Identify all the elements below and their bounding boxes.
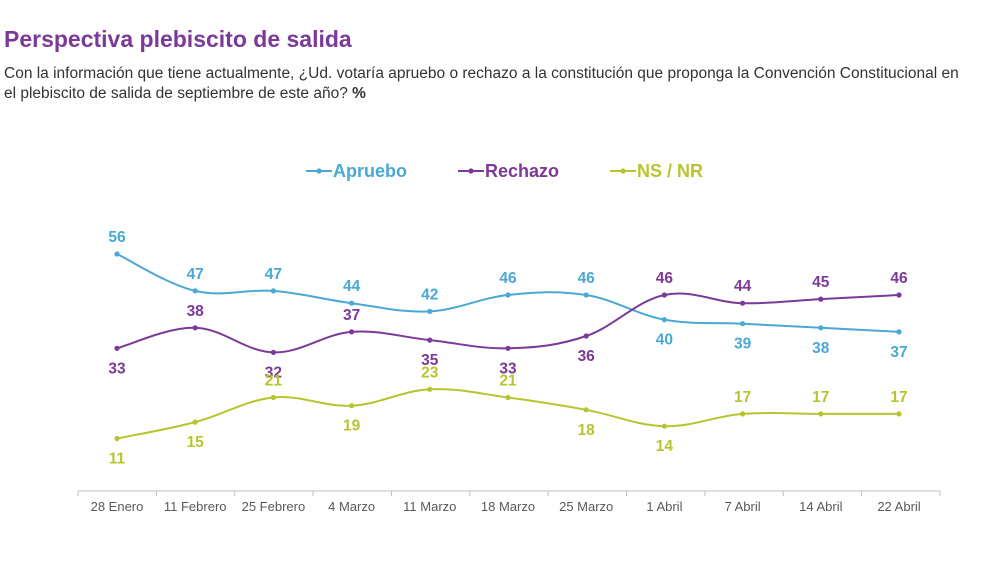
data-label-apruebo: 47 (265, 266, 282, 283)
data-label-rechazo: 46 (656, 270, 674, 287)
data-label-rechazo: 33 (108, 360, 126, 377)
data-label-apruebo: 39 (734, 336, 752, 353)
x-tick-label: 28 Enero (91, 499, 144, 514)
data-label-rechazo: 35 (421, 352, 439, 369)
data-point-rechazo (114, 345, 120, 351)
data-point-apruebo (505, 292, 511, 298)
x-tick-label: 4 Marzo (328, 499, 375, 514)
subtitle-text: Con la información que tiene actualmente… (4, 65, 959, 102)
data-point-rechazo (427, 337, 433, 343)
data-label-apruebo: 56 (108, 229, 126, 246)
data-label-apruebo: 44 (343, 278, 361, 295)
data-point-rechazo (349, 329, 355, 335)
data-label-rechazo: 38 (187, 303, 205, 320)
data-label-apruebo: 46 (578, 270, 596, 287)
x-tick-label: 25 Febrero (242, 499, 306, 514)
data-label-rechazo: 45 (812, 274, 830, 291)
data-label-ns-nr: 17 (812, 389, 829, 406)
legend-label-apruebo: Apruebo (333, 161, 407, 181)
x-tick-label: 18 Marzo (481, 499, 535, 514)
data-point-apruebo (740, 321, 746, 327)
data-label-ns-nr: 17 (734, 389, 751, 406)
data-point-ns-nr (349, 403, 355, 409)
data-label-ns-nr: 14 (656, 438, 674, 455)
data-point-rechazo (740, 300, 746, 306)
data-point-ns-nr (818, 411, 824, 417)
data-point-ns-nr (270, 394, 276, 401)
data-point-rechazo (505, 345, 511, 351)
data-label-ns-nr: 19 (343, 418, 361, 435)
data-point-ns-nr (583, 407, 589, 413)
data-point-apruebo (583, 292, 589, 298)
chart-subtitle: Con la información que tiene actualmente… (4, 64, 964, 104)
data-point-apruebo (270, 288, 276, 294)
data-point-apruebo (661, 317, 668, 323)
legend-marker-apruebo (316, 168, 322, 174)
data-label-apruebo: 47 (187, 266, 204, 283)
data-point-ns-nr (740, 411, 746, 417)
data-point-apruebo (896, 329, 902, 335)
data-label-rechazo: 37 (343, 307, 360, 324)
data-point-ns-nr (427, 386, 433, 392)
legend-label-rechazo: Rechazo (485, 161, 559, 181)
data-point-ns-nr (896, 411, 902, 417)
data-label-ns-nr: 21 (499, 373, 517, 390)
data-point-apruebo (349, 300, 355, 306)
data-point-apruebo (192, 288, 198, 294)
data-point-ns-nr (505, 394, 511, 401)
data-label-rechazo: 32 (265, 364, 282, 381)
data-label-ns-nr: 11 (109, 451, 126, 468)
data-point-rechazo (818, 296, 824, 302)
subtitle-unit: % (352, 85, 366, 102)
data-label-ns-nr: 17 (890, 389, 907, 406)
x-tick-label: 11 Febrero (164, 499, 227, 514)
data-point-rechazo (270, 349, 276, 355)
data-point-ns-nr (661, 423, 668, 429)
series-line-rechazo (116, 292, 900, 354)
x-tick-label: 25 Marzo (559, 499, 613, 514)
data-point-rechazo (661, 292, 668, 298)
data-point-apruebo (114, 251, 120, 257)
data-point-rechazo (583, 333, 589, 339)
data-point-rechazo (896, 292, 902, 298)
data-point-apruebo (818, 325, 824, 331)
x-tick-label: 14 Abril (799, 499, 842, 514)
data-label-ns-nr: 21 (265, 373, 283, 390)
data-label-rechazo: 44 (734, 278, 752, 295)
data-label-apruebo: 38 (812, 340, 830, 357)
data-label-ns-nr: 18 (578, 422, 596, 439)
data-label-apruebo: 37 (890, 344, 907, 361)
data-point-ns-nr (114, 435, 120, 442)
data-point-rechazo (192, 325, 198, 331)
data-label-rechazo: 46 (890, 270, 908, 287)
data-label-apruebo: 40 (656, 332, 673, 349)
data-label-rechazo: 36 (578, 348, 596, 365)
data-point-apruebo (427, 308, 433, 314)
data-point-ns-nr (192, 419, 198, 425)
chart-title: Perspectiva plebiscito de salida (4, 26, 352, 52)
data-label-rechazo: 33 (499, 360, 517, 377)
data-label-apruebo: 42 (421, 286, 438, 303)
data-label-ns-nr: 23 (421, 364, 439, 381)
legend-marker-ns-nr (620, 168, 626, 174)
legend-marker-rechazo (468, 168, 474, 174)
legend-label-ns-nr: NS / NR (637, 161, 703, 181)
x-tick-label: 7 Abril (725, 499, 761, 514)
data-label-ns-nr: 15 (187, 434, 205, 451)
x-tick-label: 1 Abril (646, 499, 682, 514)
data-label-apruebo: 46 (499, 270, 517, 287)
x-tick-label: 11 Marzo (403, 499, 456, 514)
x-tick-label: 22 Abril (877, 499, 920, 514)
